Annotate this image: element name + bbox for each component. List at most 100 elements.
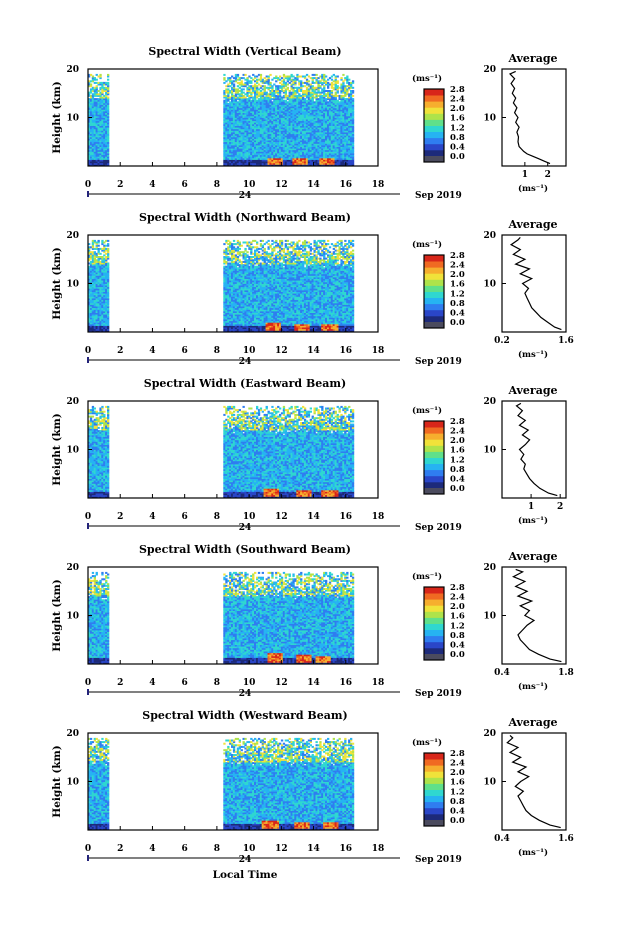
heatmap-cell [89, 83, 93, 86]
heatmap-cell [93, 78, 96, 81]
heatmap-cell [261, 80, 264, 83]
heatmap-cell [91, 140, 95, 143]
heatmap-cell [223, 112, 226, 115]
heatmap-cell [254, 124, 257, 126]
heatmap-cell [227, 145, 230, 147]
heatmap-cell [257, 128, 261, 131]
heatmap-cell [259, 143, 263, 146]
heatmap-cell [107, 127, 110, 130]
heatmap-cell [244, 96, 247, 99]
heatmap-cell [269, 146, 272, 149]
heatmap-cell [244, 122, 247, 125]
heatmap-cell [232, 96, 236, 99]
heatmap-cell [279, 85, 282, 88]
heatmap-cell [265, 109, 268, 112]
heatmap-cell [93, 143, 96, 146]
heatmap-cell [284, 99, 287, 102]
heatmap-cell [277, 145, 280, 147]
heatmap-cell [248, 109, 251, 112]
heatmap-cell [246, 120, 249, 123]
heatmap-cell [286, 151, 289, 154]
heatmap-cell [99, 154, 102, 157]
heatmap-cell [280, 153, 284, 156]
heatmap-cell [254, 141, 257, 144]
heatmap-cell [244, 99, 247, 102]
heatmap-cell [227, 161, 230, 164]
heatmap-cell [240, 81, 243, 84]
heatmap-cell [286, 107, 289, 110]
heatmap-cell [95, 78, 98, 81]
heatmap-cell [273, 122, 276, 125]
heatmap-cell [259, 112, 263, 115]
heatmap-cell [259, 125, 263, 128]
heatmap-cell [256, 99, 259, 102]
heatmap-cell [103, 133, 106, 136]
heatmap-cell [101, 159, 104, 162]
heatmap-cell [231, 125, 234, 128]
heatmap-cell [275, 101, 278, 104]
heatmap-cell [252, 73, 255, 76]
heatmap-cell [263, 159, 266, 162]
heatmap-cell [93, 90, 96, 92]
heatmap-cell [236, 154, 240, 157]
heatmap-cell [93, 136, 96, 139]
heatmap-cell [286, 94, 289, 97]
heatmap-cell [252, 124, 255, 126]
heatmap-cell [275, 164, 278, 167]
heatmap-cell [250, 120, 253, 123]
heatmap-cell [267, 148, 270, 151]
heatmap-cell [288, 154, 291, 157]
heatmap-cell [282, 120, 286, 123]
heatmap-cell [257, 109, 261, 112]
heatmap-cell [89, 130, 93, 133]
heatmap-cell [234, 153, 238, 156]
heatmap-cell [252, 96, 255, 99]
heatmap-cell [97, 112, 100, 115]
heatmap-cell [280, 114, 284, 117]
heatmap-cell [252, 106, 255, 109]
heatmap-cell [261, 94, 264, 97]
heatmap-cell [254, 138, 257, 141]
heatmap-cell [225, 117, 228, 120]
heatmap-cell [250, 138, 253, 141]
heatmap-cell [259, 86, 263, 89]
heatmap-cell [107, 114, 110, 117]
heatmap-cell [240, 88, 243, 91]
heatmap-cell [277, 88, 280, 91]
heatmap-cell [223, 141, 226, 144]
heatmap-cell [256, 157, 259, 160]
heatmap-cell [275, 143, 278, 146]
heatmap-cell [225, 161, 228, 164]
heatmap-cell [267, 133, 270, 136]
heatmap-cell [277, 93, 280, 96]
heatmap-cell [238, 117, 241, 120]
heatmap-cell [225, 96, 228, 99]
heatmap-cell [95, 159, 98, 162]
heatmap-cell [107, 140, 110, 143]
heatmap-cell [238, 156, 241, 159]
heatmap-cell [244, 93, 247, 96]
heatmap-cell [265, 98, 268, 101]
heatmap-cell [303, 85, 307, 88]
heatmap-cell [99, 157, 102, 160]
heatmap-cell [95, 122, 98, 125]
heatmap-cell [91, 102, 95, 105]
heatmap-cell [227, 114, 230, 117]
heatmap-cell [271, 141, 274, 144]
heatmap-cell [263, 140, 266, 143]
heatmap-cell [348, 78, 351, 81]
heatmap-cell [238, 99, 241, 102]
heatmap-cell [91, 125, 95, 128]
heatmap-cell [267, 83, 270, 86]
heatmap-cell [280, 98, 284, 101]
heatmap-cell [238, 96, 241, 99]
heatmap-cell [97, 157, 100, 160]
heatmap-cell [244, 112, 247, 115]
heatmap-cell [288, 130, 291, 133]
heatmap-cell [105, 120, 108, 123]
heatmap-cell [267, 135, 270, 138]
heatmap-cell [250, 143, 253, 146]
heatmap-cell [246, 133, 249, 136]
heatmap-cell [279, 104, 282, 107]
heatmap-cell [231, 102, 234, 105]
